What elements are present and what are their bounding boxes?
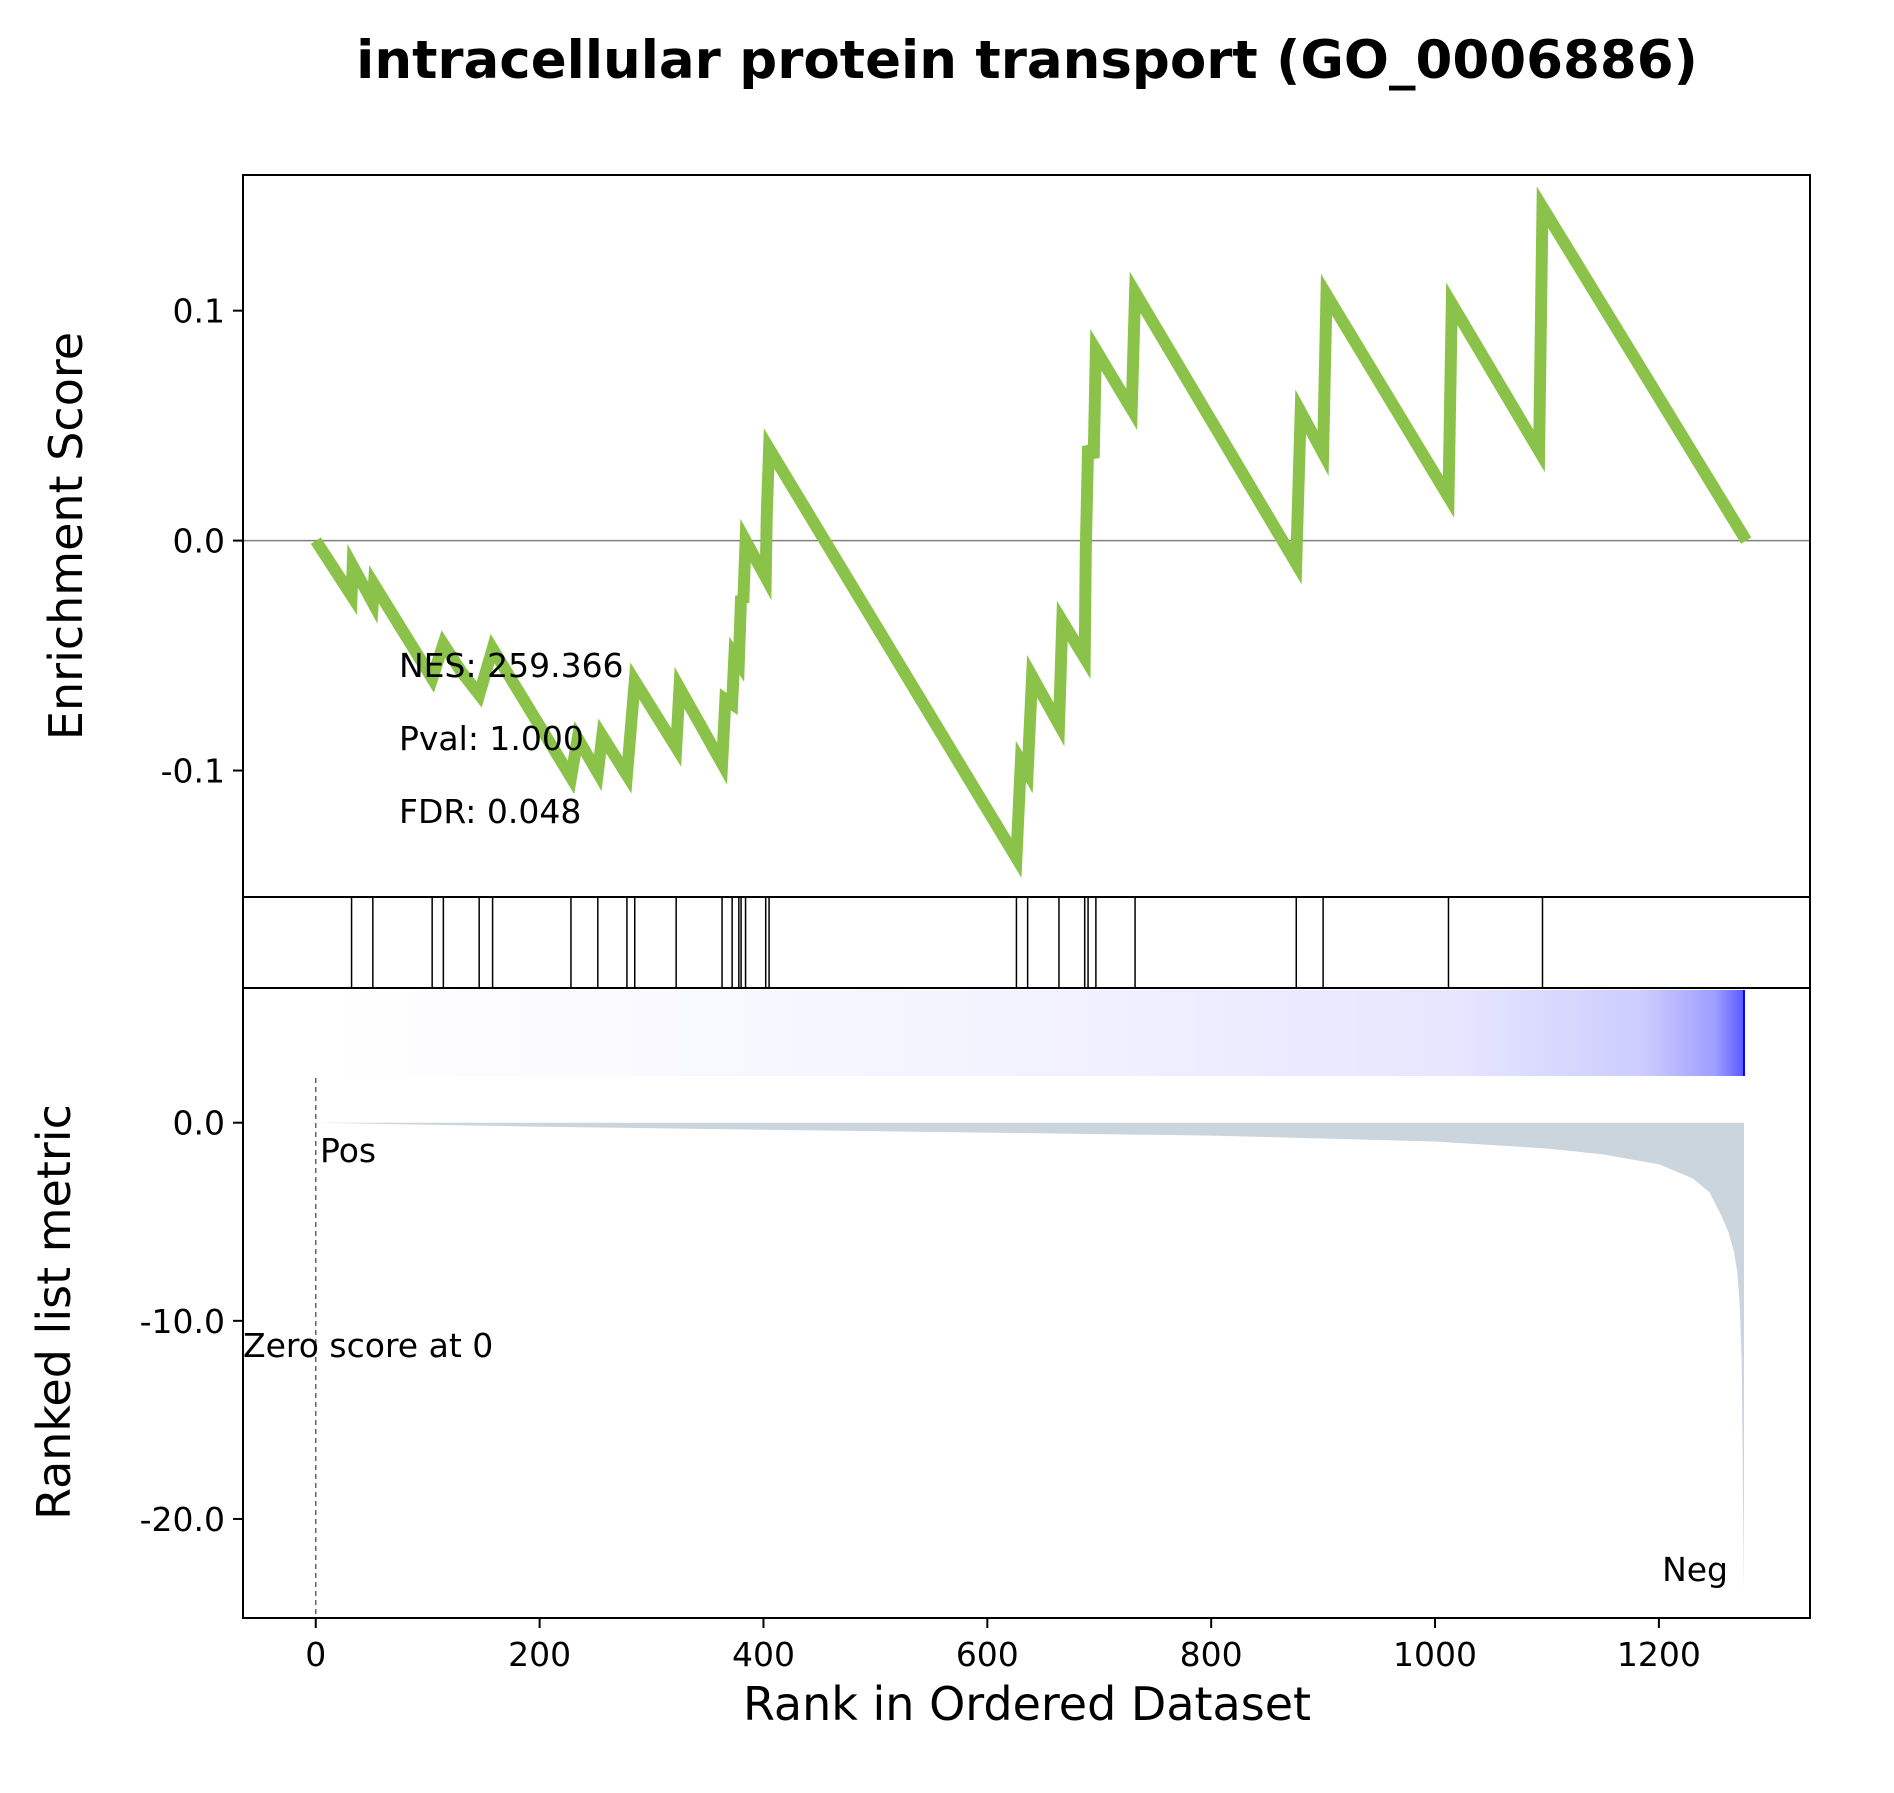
hits-frame	[242, 896, 1811, 989]
pos-label: Pos	[320, 1131, 376, 1170]
neg-label: Neg	[1662, 1550, 1728, 1589]
hit-lines	[350, 897, 1544, 988]
x-tick-label: 0	[305, 1635, 326, 1674]
enrichment-score-panel: NES: 259.366 Pval: 1.000 FDR: 0.048 0.10…	[39, 174, 1811, 898]
ranked-metric-fill	[315, 1122, 1745, 1599]
x-tick-label: 1000	[1393, 1635, 1477, 1674]
x-tick-label: 1200	[1617, 1635, 1701, 1674]
es-frame	[242, 174, 1811, 898]
hits-panel	[242, 896, 1811, 989]
fdr-label: FDR: 0.048	[399, 792, 581, 831]
enrichment-score-line	[310, 186, 1752, 878]
es-y-axis: 0.1 0.0 -0.1	[161, 292, 243, 791]
nes-label: NES: 259.366	[399, 646, 624, 685]
es-y-tick-label: -0.1	[161, 752, 225, 791]
chart-title: intracellular protein transport (GO_0006…	[356, 30, 1698, 91]
x-tick-label: 400	[732, 1635, 795, 1674]
ranked-metric-panel: Pos Neg Zero score at 0 0.0 -10.0 -20.0 0 2…	[27, 987, 1811, 1731]
pval-label: Pval: 1.000	[399, 719, 584, 758]
rank-y-tick-label: -10.0	[140, 1302, 225, 1341]
es-y-tick-label: 0.1	[173, 292, 225, 331]
rank-y-tick-label: 0.0	[173, 1104, 225, 1143]
x-tick-label: 600	[956, 1635, 1019, 1674]
zero-score-label: Zero score at 0	[243, 1326, 493, 1365]
rank-y-tick-label: -20.0	[140, 1500, 225, 1539]
ranking-heat-bar	[315, 990, 1744, 1076]
es-y-axis-label: Enrichment Score	[39, 332, 93, 740]
rank-frame	[242, 987, 1811, 1619]
x-tick-label: 800	[1180, 1635, 1243, 1674]
x-tick-label: 200	[508, 1635, 571, 1674]
rank-y-axis: 0.0 -10.0 -20.0	[140, 1104, 243, 1539]
rank-y-axis-label: Ranked list metric	[27, 1104, 81, 1520]
es-y-tick-label: 0.0	[173, 522, 225, 561]
es-annotations: NES: 259.366 Pval: 1.000 FDR: 0.048	[399, 646, 624, 831]
x-axis-label: Rank in Ordered Dataset	[743, 1677, 1311, 1731]
x-axis: 0 200 400 600 800 1000 1200	[305, 1618, 1701, 1674]
